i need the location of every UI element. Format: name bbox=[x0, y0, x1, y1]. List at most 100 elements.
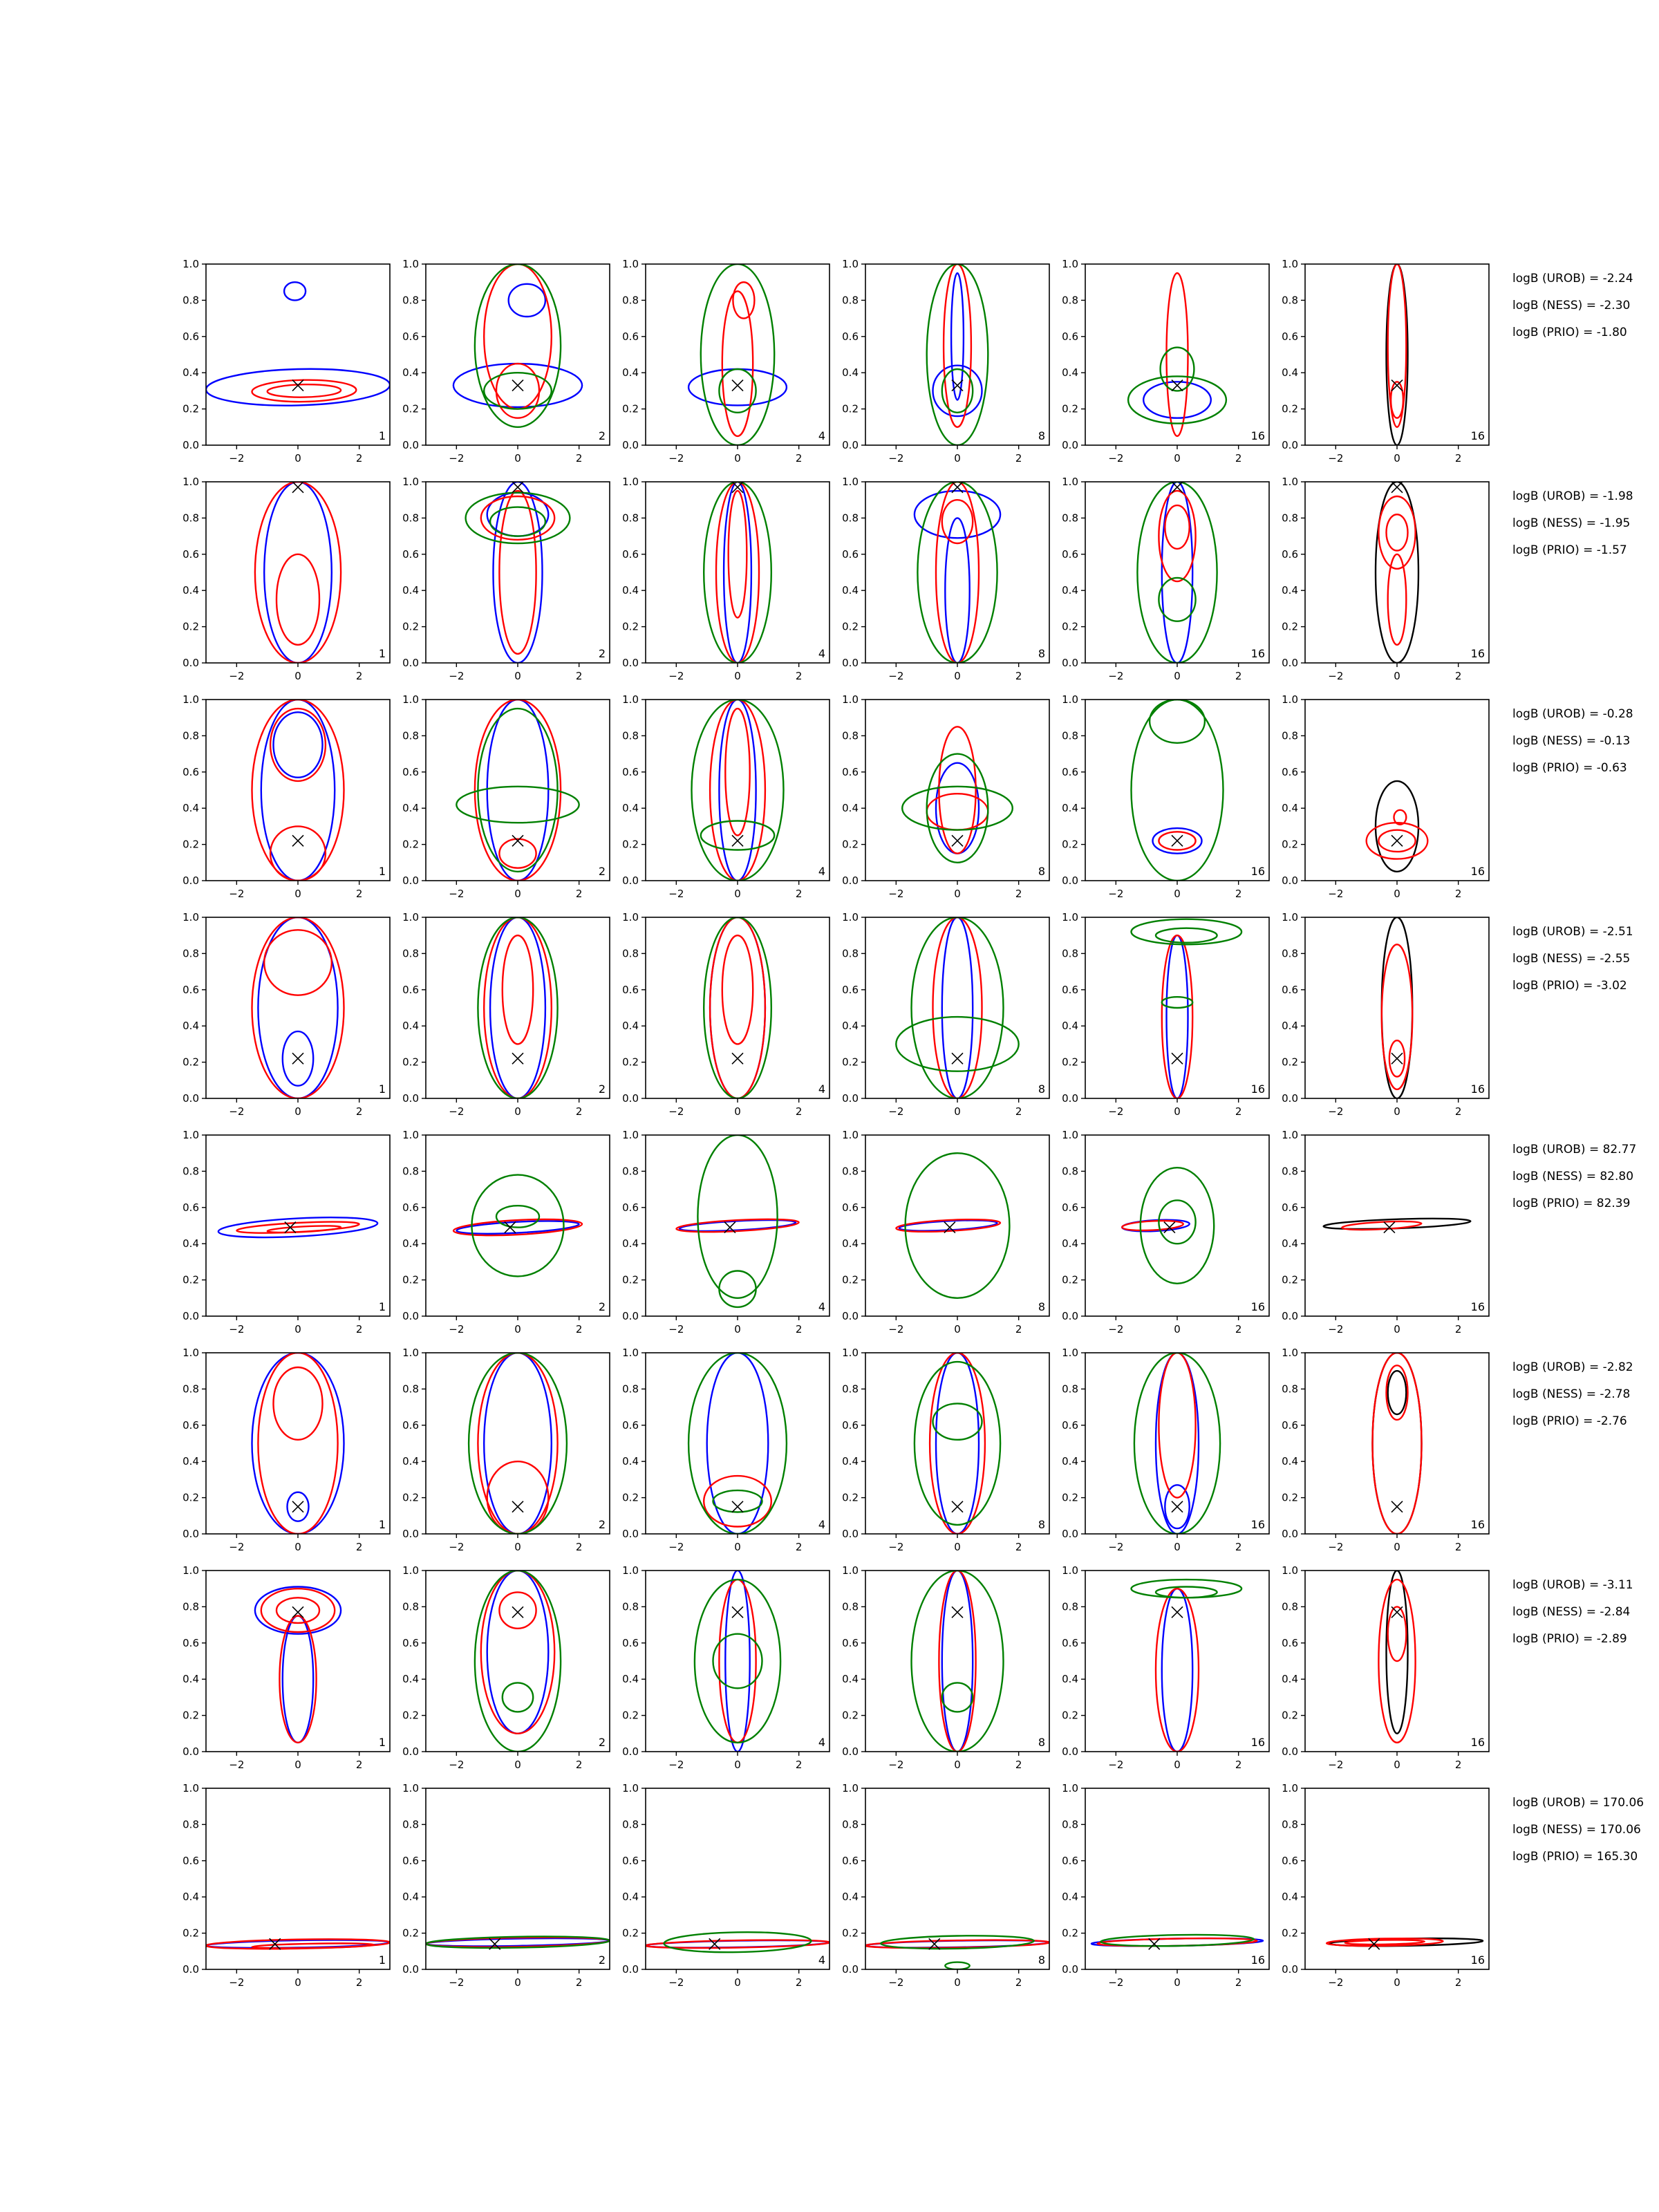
contour-ness bbox=[724, 707, 751, 836]
true-value-marker bbox=[709, 1938, 721, 1950]
x-tick-label: 2 bbox=[1235, 888, 1242, 900]
y-tick-label: 0.6 bbox=[1062, 984, 1078, 996]
x-tick-label: −2 bbox=[1108, 452, 1123, 465]
contour-urob bbox=[935, 1353, 980, 1534]
y-tick-label: 0.4 bbox=[1282, 1673, 1298, 1685]
true-value-marker bbox=[292, 481, 304, 494]
x-tick-label: −2 bbox=[229, 1541, 244, 1553]
y-tick-label: 0.6 bbox=[1282, 548, 1298, 561]
contour-group bbox=[913, 1353, 1002, 1534]
logb-label: logB (PRIO) = -1.80 bbox=[1512, 326, 1627, 339]
panel-count-label: 16 bbox=[1251, 429, 1265, 442]
y-tick-label: 0.2 bbox=[1282, 1274, 1298, 1286]
y-tick-label: 0.0 bbox=[182, 657, 199, 669]
y-tick-label: 0.4 bbox=[1282, 802, 1298, 814]
y-tick-label: 0.8 bbox=[1062, 1818, 1078, 1830]
logb-label: logB (PRIO) = -0.63 bbox=[1512, 761, 1627, 775]
panel-r3-c3: 0.0 0.2 0.4 0.6 0.8 1.0 −2 0 2 4 bbox=[622, 693, 830, 900]
panel-r4-c2: 0.0 0.2 0.4 0.6 0.8 1.0 −2 0 2 2 bbox=[402, 911, 610, 1118]
y-tick-label: 0.2 bbox=[1282, 1056, 1298, 1069]
y-tick-label: 0.0 bbox=[402, 439, 419, 451]
x-tick-label: −2 bbox=[229, 1105, 244, 1118]
y-tick-label: 0.2 bbox=[1062, 1492, 1078, 1504]
x-tick-label: 2 bbox=[1015, 1105, 1022, 1118]
y-tick-label: 0.6 bbox=[1282, 1637, 1298, 1649]
y-tick-label: 0.0 bbox=[622, 1963, 639, 1976]
contour-urob bbox=[251, 1353, 345, 1534]
panel-count-label: 8 bbox=[1038, 1736, 1045, 1749]
contour-urob bbox=[941, 1571, 974, 1752]
x-tick-label: 0 bbox=[734, 670, 741, 682]
x-tick-label: 2 bbox=[796, 1323, 803, 1335]
contour-urob bbox=[678, 1219, 797, 1232]
y-tick-label: 0.6 bbox=[182, 1201, 199, 1214]
contour-prio bbox=[474, 264, 562, 428]
contour-prio bbox=[932, 1403, 983, 1441]
logb-label: logB (PRIO) = -1.57 bbox=[1512, 543, 1627, 557]
panel-count-label: 4 bbox=[818, 865, 825, 878]
contour-prio bbox=[471, 1174, 565, 1277]
y-tick-label: 0.0 bbox=[842, 1310, 859, 1322]
x-tick-label: 0 bbox=[294, 1541, 301, 1553]
x-tick-label: 2 bbox=[796, 670, 803, 682]
contour-group bbox=[1136, 482, 1218, 663]
y-tick-label: 0.4 bbox=[402, 1891, 419, 1903]
y-tick-label: 0.0 bbox=[1062, 1963, 1078, 1976]
logb-label: logB (NESS) = -2.30 bbox=[1512, 299, 1630, 312]
y-tick-label: 0.4 bbox=[402, 584, 419, 597]
contour-ness bbox=[1165, 272, 1189, 438]
true-value-marker bbox=[1391, 379, 1403, 392]
contour-prio bbox=[1158, 1199, 1197, 1245]
x-tick-label: 0 bbox=[294, 670, 301, 682]
y-tick-label: 0.4 bbox=[402, 1020, 419, 1032]
y-tick-label: 1.0 bbox=[1062, 1782, 1078, 1794]
y-tick-label: 0.4 bbox=[402, 1237, 419, 1250]
panel-count-label: 2 bbox=[599, 647, 606, 660]
y-tick-label: 0.8 bbox=[1282, 947, 1298, 959]
contour-group bbox=[687, 264, 788, 445]
y-tick-label: 0.0 bbox=[182, 874, 199, 887]
y-tick-label: 1.0 bbox=[842, 1347, 859, 1359]
true-value-marker bbox=[1171, 1606, 1183, 1618]
y-tick-label: 0.2 bbox=[622, 1274, 639, 1286]
y-tick-label: 0.6 bbox=[842, 1419, 859, 1432]
contour-prio bbox=[1127, 375, 1228, 424]
true-value-marker bbox=[1171, 834, 1183, 847]
y-tick-label: 0.2 bbox=[1282, 1927, 1298, 1940]
x-tick-label: −2 bbox=[1108, 670, 1123, 682]
x-tick-label: −2 bbox=[449, 452, 464, 465]
panel-r7-c1: 0.0 0.2 0.4 0.6 0.8 1.0 −2 0 2 1 bbox=[182, 1564, 391, 1771]
contour-prio bbox=[910, 1571, 1004, 1752]
y-tick-label: 0.4 bbox=[1062, 1455, 1078, 1468]
y-tick-label: 0.0 bbox=[402, 1963, 419, 1976]
panel-r4-c6: 0.0 0.2 0.4 0.6 0.8 1.0 −2 0 2 16 bbox=[1282, 911, 1490, 1118]
x-tick-label: 2 bbox=[1015, 1323, 1022, 1335]
contour-ness bbox=[895, 1218, 1002, 1233]
logb-label: logB (PRIO) = 165.30 bbox=[1512, 1850, 1638, 1864]
panel-r3-c4: 0.0 0.2 0.4 0.6 0.8 1.0 −2 0 2 8 bbox=[842, 693, 1050, 900]
y-tick-label: 1.0 bbox=[402, 1564, 419, 1577]
y-tick-label: 0.6 bbox=[842, 1855, 859, 1867]
x-tick-label: 0 bbox=[514, 1976, 521, 1989]
y-tick-label: 1.0 bbox=[1062, 476, 1078, 488]
contour-ness bbox=[254, 482, 342, 663]
y-tick-label: 1.0 bbox=[182, 1129, 199, 1141]
x-tick-label: 2 bbox=[796, 1759, 803, 1771]
contour-urob bbox=[254, 1586, 342, 1635]
x-tick-label: −2 bbox=[1108, 1759, 1123, 1771]
contour-group bbox=[901, 726, 1013, 863]
contour-group bbox=[452, 1174, 583, 1277]
x-tick-label: −2 bbox=[229, 1323, 244, 1335]
contour-ness bbox=[732, 281, 756, 319]
panel-r8-c6: 0.0 0.2 0.4 0.6 0.8 1.0 −2 0 2 16 bbox=[1282, 1782, 1490, 1989]
y-tick-label: 1.0 bbox=[402, 258, 419, 270]
contour-prio bbox=[474, 1571, 562, 1752]
y-tick-label: 0.4 bbox=[182, 1455, 199, 1468]
x-tick-label: 2 bbox=[576, 888, 583, 900]
y-tick-label: 0.2 bbox=[622, 1492, 639, 1504]
x-tick-label: 0 bbox=[514, 1105, 521, 1118]
y-tick-label: 0.0 bbox=[402, 1745, 419, 1758]
contour-prio bbox=[917, 482, 998, 663]
panel-r8-c5: 0.0 0.2 0.4 0.6 0.8 1.0 −2 0 2 16 bbox=[1062, 1782, 1270, 1989]
true-value-marker bbox=[512, 379, 524, 392]
